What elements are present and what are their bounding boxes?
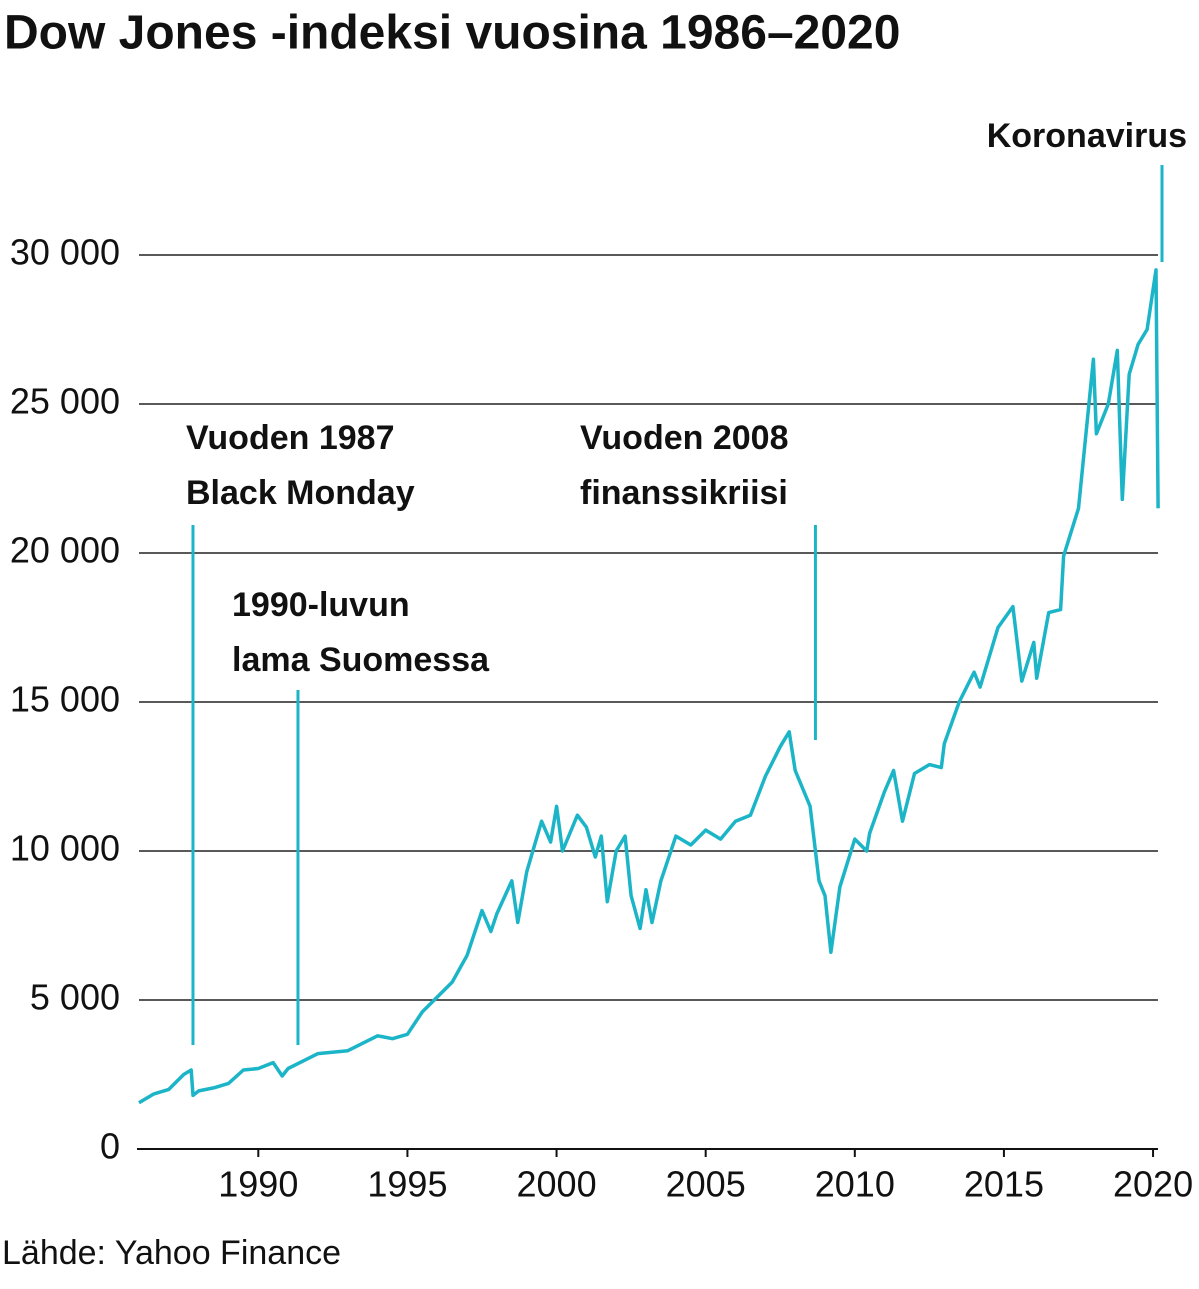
annotation-text: Vuoden 2008 <box>580 419 788 457</box>
source: Lähde: Yahoo Finance <box>2 1234 341 1272</box>
chart-title: Dow Jones -indeksi vuosina 1986–2020 <box>4 7 900 60</box>
data-line <box>138 268 1160 1105</box>
annotation-text: lama Suomessa <box>232 641 490 679</box>
annotation-text: finanssikriisi <box>580 474 788 512</box>
y-tick-label: 0 <box>100 1126 120 1167</box>
annotation-text: Black Monday <box>186 474 415 512</box>
x-tick-label: 2000 <box>517 1164 597 1205</box>
annotation-text: Koronavirus <box>987 117 1187 155</box>
x-tick-label: 2020 <box>1113 1164 1193 1205</box>
y-tick-label: 25 000 <box>10 381 120 422</box>
y-tick-label: 5 000 <box>30 977 120 1018</box>
annotation-text: Vuoden 1987 <box>186 419 394 457</box>
x-tick-label: 2010 <box>815 1164 895 1205</box>
x-tick-label: 2005 <box>666 1164 746 1205</box>
y-tick-label: 20 000 <box>10 530 120 571</box>
x-tick-label: 2015 <box>964 1164 1044 1205</box>
x-tick-label: 1990 <box>218 1164 298 1205</box>
y-tick-label: 15 000 <box>10 679 120 720</box>
y-tick-label: 10 000 <box>10 828 120 869</box>
y-tick-label: 30 000 <box>10 232 120 273</box>
annotation-text: 1990-luvun <box>232 586 410 624</box>
x-tick-label: 1995 <box>367 1164 447 1205</box>
